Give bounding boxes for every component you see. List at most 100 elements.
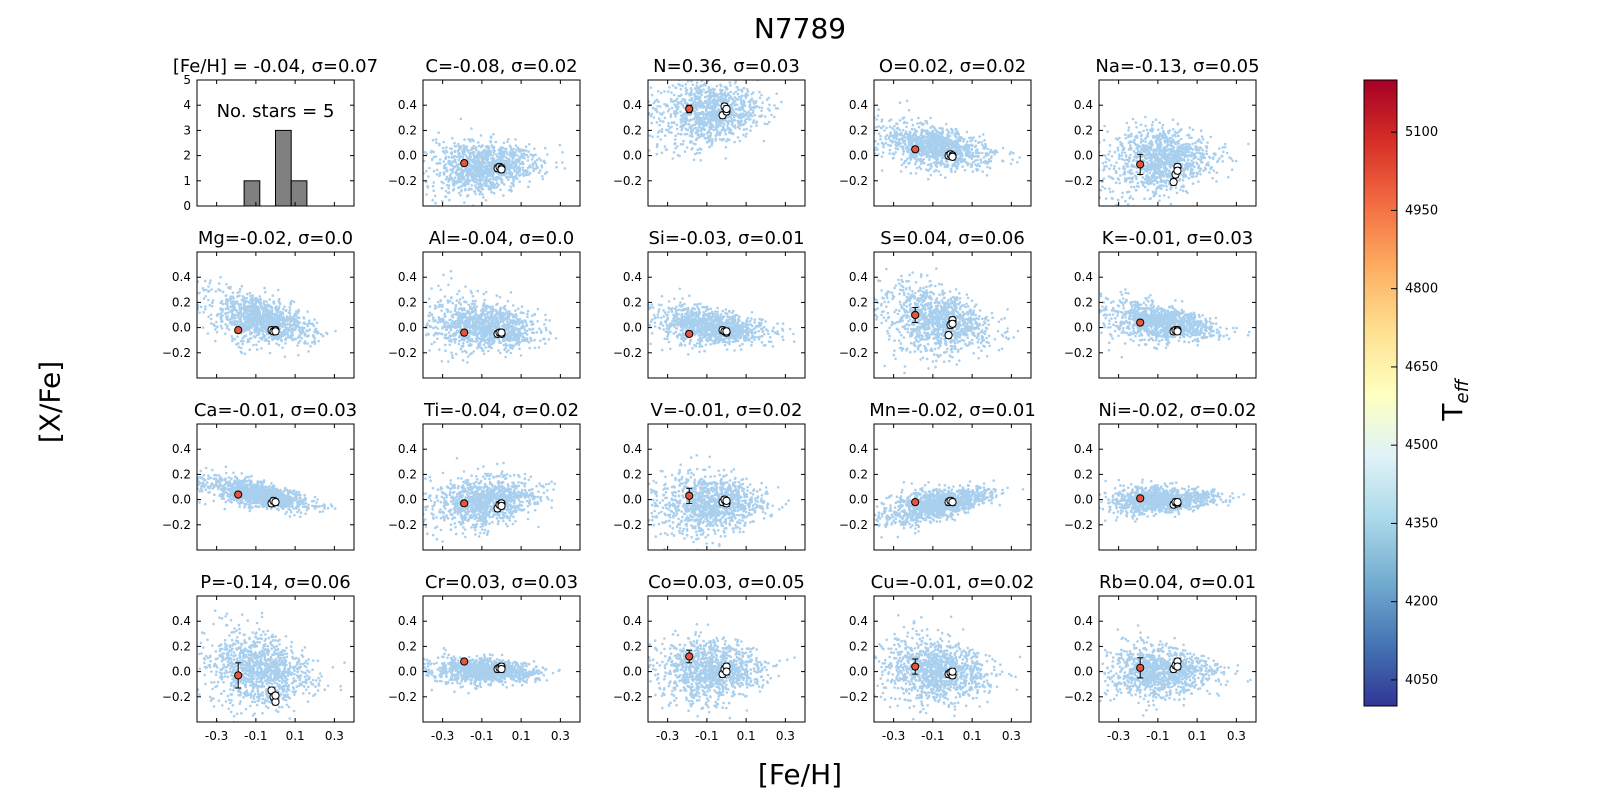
background-point xyxy=(1220,155,1224,158)
x-axis-label: [Fe/H] xyxy=(0,758,1600,791)
background-point xyxy=(504,175,508,178)
background-point xyxy=(896,141,899,145)
background-point xyxy=(679,87,683,91)
background-point xyxy=(722,137,725,141)
background-point xyxy=(901,138,905,142)
background-point xyxy=(720,90,723,93)
background-point xyxy=(1130,163,1134,167)
background-point xyxy=(708,93,712,96)
background-point xyxy=(224,307,228,311)
background-point xyxy=(656,90,660,93)
background-point xyxy=(712,101,716,105)
background-point xyxy=(433,194,437,198)
background-point xyxy=(704,83,707,87)
background-point xyxy=(467,179,471,183)
y-tick-label: 1 xyxy=(183,174,191,188)
background-point xyxy=(1215,180,1218,183)
figure-title: N7789 xyxy=(0,12,1600,45)
background-point xyxy=(532,154,536,157)
background-point xyxy=(704,137,708,140)
background-point xyxy=(490,144,494,147)
background-point xyxy=(1187,150,1191,154)
background-point xyxy=(487,164,491,167)
background-point xyxy=(733,140,736,144)
background-point xyxy=(925,146,929,149)
background-point xyxy=(1171,134,1174,137)
background-point xyxy=(512,147,515,151)
background-point xyxy=(432,155,436,159)
highlight-star-point xyxy=(911,145,920,154)
background-point xyxy=(929,139,933,142)
background-point xyxy=(1159,163,1163,166)
background-point xyxy=(929,167,932,170)
background-point xyxy=(427,175,430,178)
background-point xyxy=(1207,155,1211,159)
background-point xyxy=(874,146,878,149)
background-point xyxy=(652,116,656,119)
background-point xyxy=(499,156,502,160)
background-point xyxy=(767,120,771,124)
y-tick-label: 0.4 xyxy=(849,98,868,112)
background-point xyxy=(453,166,457,169)
background-point xyxy=(512,156,515,160)
background-point xyxy=(1169,202,1173,206)
background-point xyxy=(961,159,964,163)
background-point xyxy=(1146,188,1150,192)
background-point xyxy=(962,140,965,143)
background-point xyxy=(528,171,532,175)
background-point xyxy=(1159,171,1163,175)
background-point xyxy=(925,141,928,144)
background-point xyxy=(1186,158,1190,161)
background-point xyxy=(874,140,877,143)
background-point xyxy=(447,155,451,159)
panel-title: O=0.02, σ=0.02 xyxy=(879,56,1026,77)
background-point xyxy=(1176,152,1179,156)
background-point xyxy=(516,146,520,149)
background-point xyxy=(309,345,312,348)
background-point xyxy=(432,150,435,154)
background-point xyxy=(201,326,205,329)
background-point xyxy=(686,80,690,83)
background-point xyxy=(451,160,454,164)
background-point xyxy=(662,111,665,114)
background-point xyxy=(882,125,885,128)
background-point xyxy=(649,86,653,89)
background-point xyxy=(1118,181,1121,185)
background-point xyxy=(276,288,280,292)
background-point xyxy=(520,148,524,152)
background-point xyxy=(1108,190,1112,194)
background-point xyxy=(893,128,896,132)
background-point xyxy=(917,116,920,120)
background-point xyxy=(698,105,702,109)
background-point xyxy=(470,127,473,130)
background-point xyxy=(1129,147,1133,151)
background-point xyxy=(441,150,445,153)
background-point xyxy=(489,153,492,156)
background-point xyxy=(1190,159,1193,163)
background-point xyxy=(931,156,935,159)
background-point xyxy=(1152,172,1156,175)
background-point xyxy=(686,112,690,116)
background-point xyxy=(725,139,728,143)
background-point xyxy=(481,173,484,176)
background-point xyxy=(507,178,510,182)
background-point xyxy=(953,170,957,173)
background-point xyxy=(719,83,722,86)
background-point xyxy=(463,184,467,188)
background-point xyxy=(760,106,764,110)
background-point xyxy=(970,143,974,147)
background-point xyxy=(674,115,677,118)
background-point xyxy=(1199,167,1203,170)
background-point xyxy=(959,145,963,149)
background-point xyxy=(732,132,735,136)
background-point xyxy=(1139,123,1143,127)
background-point xyxy=(474,166,477,169)
background-point xyxy=(880,155,884,158)
background-point xyxy=(457,191,461,195)
background-point xyxy=(939,173,942,177)
background-point xyxy=(1218,147,1221,150)
background-point xyxy=(690,130,694,134)
background-point xyxy=(1166,141,1169,144)
background-point xyxy=(1156,155,1160,159)
background-point xyxy=(663,116,667,120)
